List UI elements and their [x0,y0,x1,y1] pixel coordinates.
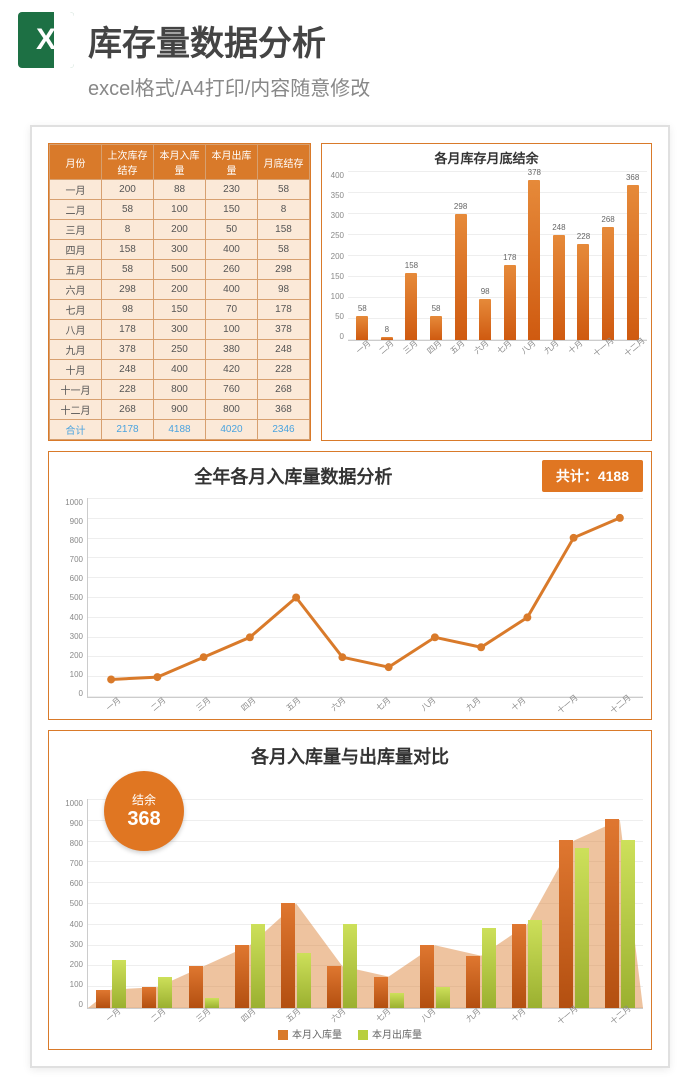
chart-monthly-balance: 各月库存月底结余 400350300250200150100500 588158… [321,143,652,441]
top-row: 月份上次库存结存本月入库量本月出库量月底结存 一月2008823058二月581… [48,143,652,441]
table-row: 七月9815070178 [50,300,310,320]
chart3-legend: 本月入库量 本月出库量 [57,1026,643,1041]
bar: 158 [405,273,417,340]
bar-pair [420,945,450,1008]
excel-icon: X [18,12,74,68]
bar-pair [142,977,172,1009]
table-header: 上次库存结存 [102,145,154,180]
table-row: 十月248400420228 [50,360,310,380]
bar: 248 [553,235,565,340]
table-row: 一月2008823058 [50,180,310,200]
table-row: 四月15830040058 [50,240,310,260]
table-header: 本月出库量 [206,145,258,180]
bar: 268 [602,227,614,340]
bar-pair [327,924,357,1008]
chart1-title: 各月库存月底结余 [326,148,647,167]
chart3-title: 各月入库量与出库量对比 [57,743,643,769]
bar: 298 [455,214,467,340]
table-header: 本月入库量 [154,145,206,180]
app-header: X 库存量数据分析 [0,0,700,72]
bar: 378 [528,180,540,340]
bar: 228 [577,244,589,340]
chart2-y-axis: 10009008007006005004003002001000 [57,498,87,698]
balance-badge: 结余 368 [104,771,184,851]
table-row: 十二月268900800368 [50,400,310,420]
bar-pair [235,924,265,1008]
bar: 98 [479,299,491,340]
table-row: 三月820050158 [50,220,310,240]
chart1-x-labels: 一月二月三月四月五月六月七月八月九月十月十一月十二月 [348,343,647,354]
chart1-field: 400350300250200150100500 588158582989817… [326,171,647,341]
table-row: 六月29820040098 [50,280,310,300]
table-total-row: 合计2178418840202346 [50,420,310,440]
document-page: 月份上次库存结存本月入库量本月出库量月底结存 一月2008823058二月581… [30,125,670,1068]
chart1-plot: 5881585829898178378248228268368 [348,171,647,341]
bar-pair [374,977,404,1009]
bar-pair [512,920,542,1008]
bar: 58 [430,316,442,341]
chart2-x-labels: 一月二月三月四月五月六月七月八月九月十月十一月十二月 [87,700,643,711]
chart3-x-labels: 一月二月三月四月五月六月七月八月九月十月十一月十二月 [87,1011,643,1022]
bar: 178 [504,265,516,340]
table-row: 九月378250380248 [50,340,310,360]
data-table: 月份上次库存结存本月入库量本月出库量月底结存 一月2008823058二月581… [49,144,310,440]
table-row: 八月178300100378 [50,320,310,340]
bar-pair [559,840,589,1008]
bar-pair [605,819,635,1008]
bar: 58 [356,316,368,341]
bar: 368 [627,185,639,340]
bar-pair [281,903,311,1008]
bar-pair [189,966,219,1008]
chart3-y-axis: 10009008007006005004003002001000 [57,799,87,1009]
chart-compare: 各月入库量与出库量对比 结余 368 100090080070060050040… [48,730,652,1050]
bar-pair [466,928,496,1008]
chart1-y-axis: 400350300250200150100500 [326,171,348,341]
page-subtitle: excel格式/A4打印/内容随意修改 [0,72,700,113]
table-header: 月底结存 [258,145,310,180]
page-title: 库存量数据分析 [88,16,326,65]
chart2-title: 全年各月入库量数据分析 [57,463,530,489]
table-row: 二月581001508 [50,200,310,220]
data-table-wrap: 月份上次库存结存本月入库量本月出库量月底结存 一月2008823058二月581… [48,143,311,441]
table-row: 五月58500260298 [50,260,310,280]
bar-pair [96,960,126,1008]
chart2-plot [87,498,643,698]
chart-inbound-line: 全年各月入库量数据分析 共计：4188 10009008007006005004… [48,451,652,720]
table-header: 月份 [50,145,102,180]
table-row: 十一月228800760268 [50,380,310,400]
total-badge: 共计：4188 [542,460,643,492]
